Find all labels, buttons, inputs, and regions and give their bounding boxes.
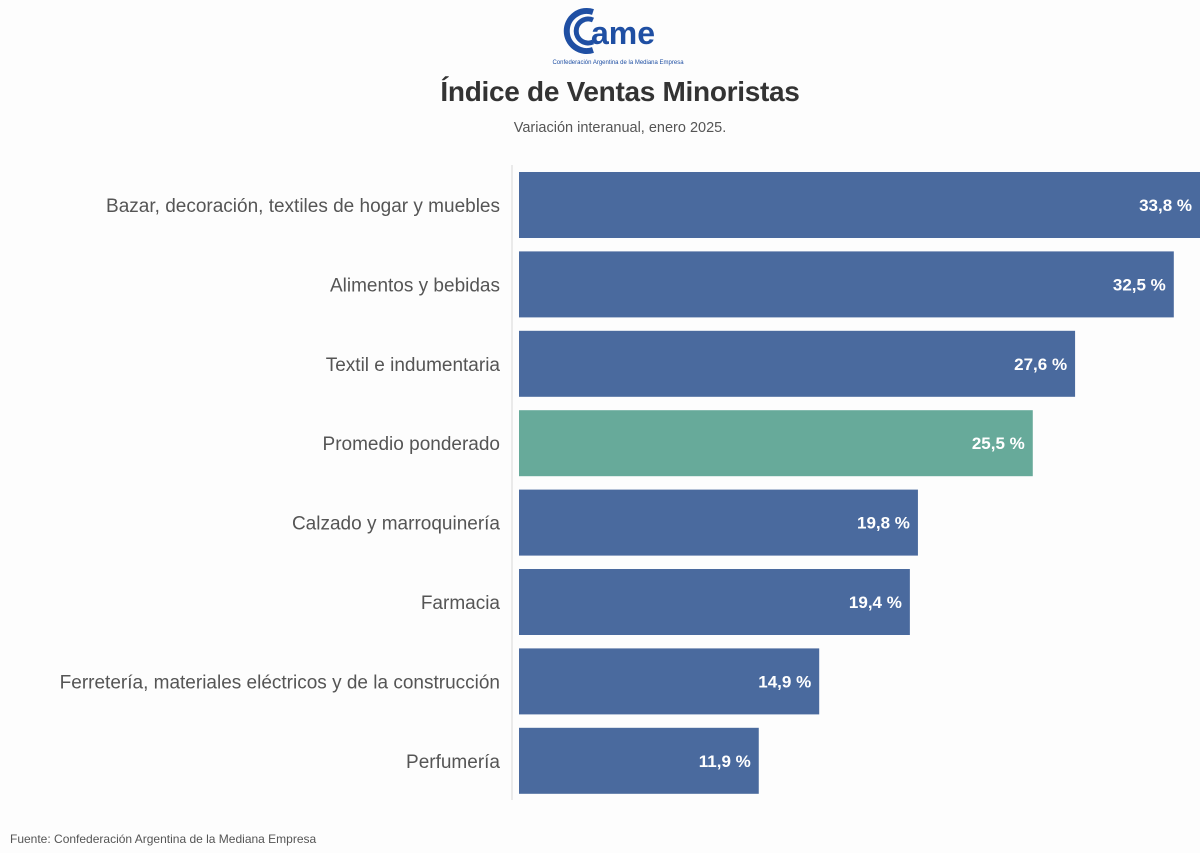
value-label: 14,9 % [758, 672, 811, 691]
value-label: 25,5 % [972, 434, 1025, 453]
bar-highlight [519, 410, 1033, 477]
logo-wordmark: ame [591, 15, 655, 51]
bars-group: Bazar, decoración, textiles de hogar y m… [60, 172, 1200, 794]
value-label: 32,5 % [1113, 275, 1166, 294]
came-logo-mark: ame [563, 8, 655, 54]
bar [519, 727, 759, 794]
category-label: Textil e indumentaria [326, 355, 501, 376]
category-label: Ferretería, materiales eléctricos y de l… [60, 672, 500, 693]
bar [519, 489, 918, 556]
came-logo: ame Confederación Argentina de la Median… [552, 4, 684, 70]
category-label: Promedio ponderado [323, 434, 500, 455]
chart-title: Índice de Ventas Minoristas [440, 76, 800, 107]
category-label: Farmacia [421, 593, 501, 614]
category-label: Calzado y marroquinería [292, 514, 500, 535]
value-label: 19,4 % [849, 593, 902, 612]
category-label: Alimentos y bebidas [330, 275, 500, 296]
chart-subtitle: Variación interanual, enero 2025. [513, 120, 727, 136]
bar [519, 569, 910, 635]
category-label: Perfumería [406, 752, 500, 773]
logo-subtitle: Confederación Argentina de la Mediana Em… [552, 60, 684, 66]
source-note: Fuente: Confederación Argentina de la Me… [10, 832, 317, 846]
category-label: Bazar, decoración, textiles de hogar y m… [106, 196, 500, 217]
value-label: 33,8 % [1139, 196, 1192, 215]
value-label: 27,6 % [1014, 355, 1067, 374]
value-label: 11,9 % [699, 752, 751, 771]
bar [519, 172, 1200, 238]
value-label: 19,8 % [857, 514, 910, 533]
bar [519, 330, 1076, 397]
bar [519, 648, 820, 715]
bar [519, 251, 1174, 318]
